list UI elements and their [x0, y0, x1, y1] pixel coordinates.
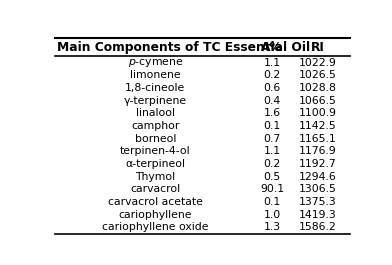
Text: cariophyllene: cariophyllene: [118, 210, 192, 220]
Text: 1165.1: 1165.1: [299, 134, 337, 144]
Text: 0.4: 0.4: [264, 96, 281, 106]
Text: 1066.5: 1066.5: [299, 96, 337, 106]
Text: borneol: borneol: [134, 134, 176, 144]
Text: 0.2: 0.2: [264, 159, 281, 169]
Text: 1294.6: 1294.6: [299, 172, 337, 182]
Text: 1.6: 1.6: [264, 108, 281, 118]
Text: γ-terpinene: γ-terpinene: [124, 96, 187, 106]
Text: 1419.3: 1419.3: [299, 210, 337, 220]
Text: 1,8-cineole: 1,8-cineole: [125, 83, 185, 93]
Text: camphor: camphor: [131, 121, 180, 131]
Text: 0.1: 0.1: [264, 121, 281, 131]
Text: 0.1: 0.1: [264, 197, 281, 207]
Text: 0.2: 0.2: [264, 70, 281, 80]
Text: 0.6: 0.6: [264, 83, 281, 93]
Text: Thymol: Thymol: [135, 172, 175, 182]
Text: terpinen-4-ol: terpinen-4-ol: [120, 146, 191, 156]
Text: 1028.8: 1028.8: [299, 83, 337, 93]
Text: cariophyllene oxide: cariophyllene oxide: [102, 223, 209, 232]
Text: A%: A%: [261, 41, 283, 54]
Text: 1100.9: 1100.9: [299, 108, 337, 118]
Text: 1.1: 1.1: [264, 58, 281, 68]
Text: 1026.5: 1026.5: [299, 70, 337, 80]
Text: 1586.2: 1586.2: [299, 223, 337, 232]
Text: 0.5: 0.5: [264, 172, 281, 182]
Text: 1306.5: 1306.5: [299, 184, 337, 195]
Text: 1.0: 1.0: [264, 210, 281, 220]
Text: 0.7: 0.7: [264, 134, 281, 144]
Text: 1.3: 1.3: [264, 223, 281, 232]
Text: carvacrol acetate: carvacrol acetate: [108, 197, 203, 207]
Text: 1176.9: 1176.9: [299, 146, 337, 156]
Text: RI: RI: [311, 41, 325, 54]
Text: carvacrol: carvacrol: [130, 184, 180, 195]
Text: $p$-cymene: $p$-cymene: [127, 57, 183, 69]
Text: 1.1: 1.1: [264, 146, 281, 156]
Text: Main Components of TC Essential Oil: Main Components of TC Essential Oil: [56, 41, 310, 54]
Text: 1022.9: 1022.9: [299, 58, 337, 68]
Text: limonene: limonene: [130, 70, 181, 80]
Text: α-terpineol: α-terpineol: [125, 159, 185, 169]
Text: 90.1: 90.1: [260, 184, 284, 195]
Text: 1192.7: 1192.7: [299, 159, 337, 169]
Text: linalool: linalool: [136, 108, 175, 118]
Text: 1375.3: 1375.3: [299, 197, 337, 207]
Text: 1142.5: 1142.5: [299, 121, 337, 131]
